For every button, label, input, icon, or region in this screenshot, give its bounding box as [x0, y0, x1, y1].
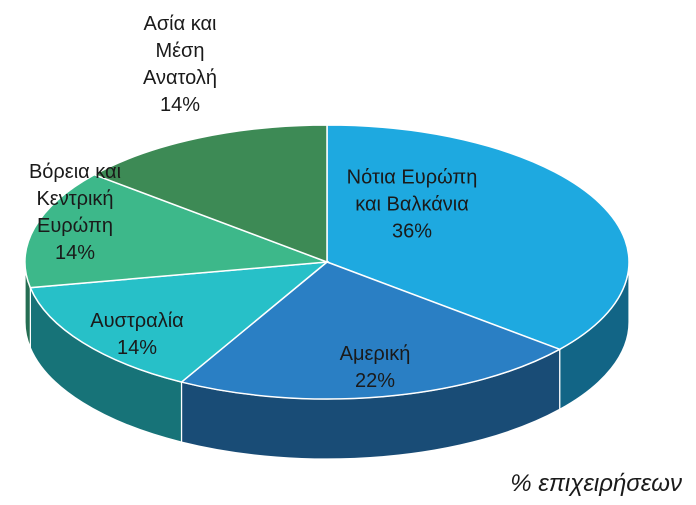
pie-slice	[29, 261, 330, 383]
chart-title: % επιχειρήσεων	[510, 470, 682, 497]
pie-slice	[179, 261, 562, 400]
value-label: 14%	[54, 242, 96, 264]
value-label: 14%	[159, 94, 201, 116]
category-label: Ασία και Μέση Ανατολή	[142, 13, 218, 89]
category-label: Βόρεια και Κεντρική Ευρώπη	[28, 161, 122, 237]
value-label: 14%	[116, 337, 158, 359]
slice-label: Νότια Ευρώπη και Βαλκάνια 36%	[345, 165, 480, 246]
category-label: Αυστραλία	[90, 310, 184, 332]
pie-slice	[92, 124, 328, 264]
pie-slice	[24, 173, 328, 289]
slice-label: Ασία και Μέση Ανατολή 14%	[124, 11, 236, 119]
category-label: Αμερική	[339, 343, 411, 365]
slice-label: Βόρεια και Κεντρική Ευρώπη 14%	[14, 159, 136, 267]
pie-slice	[326, 124, 630, 351]
slice-label: Αυστραλία 14%	[67, 308, 207, 362]
slice-label: Αμερική 22%	[310, 341, 440, 395]
value-label: 36%	[391, 220, 433, 243]
value-label: 22%	[354, 370, 396, 392]
category-label: Νότια Ευρώπη και Βαλκάνια	[346, 166, 478, 216]
